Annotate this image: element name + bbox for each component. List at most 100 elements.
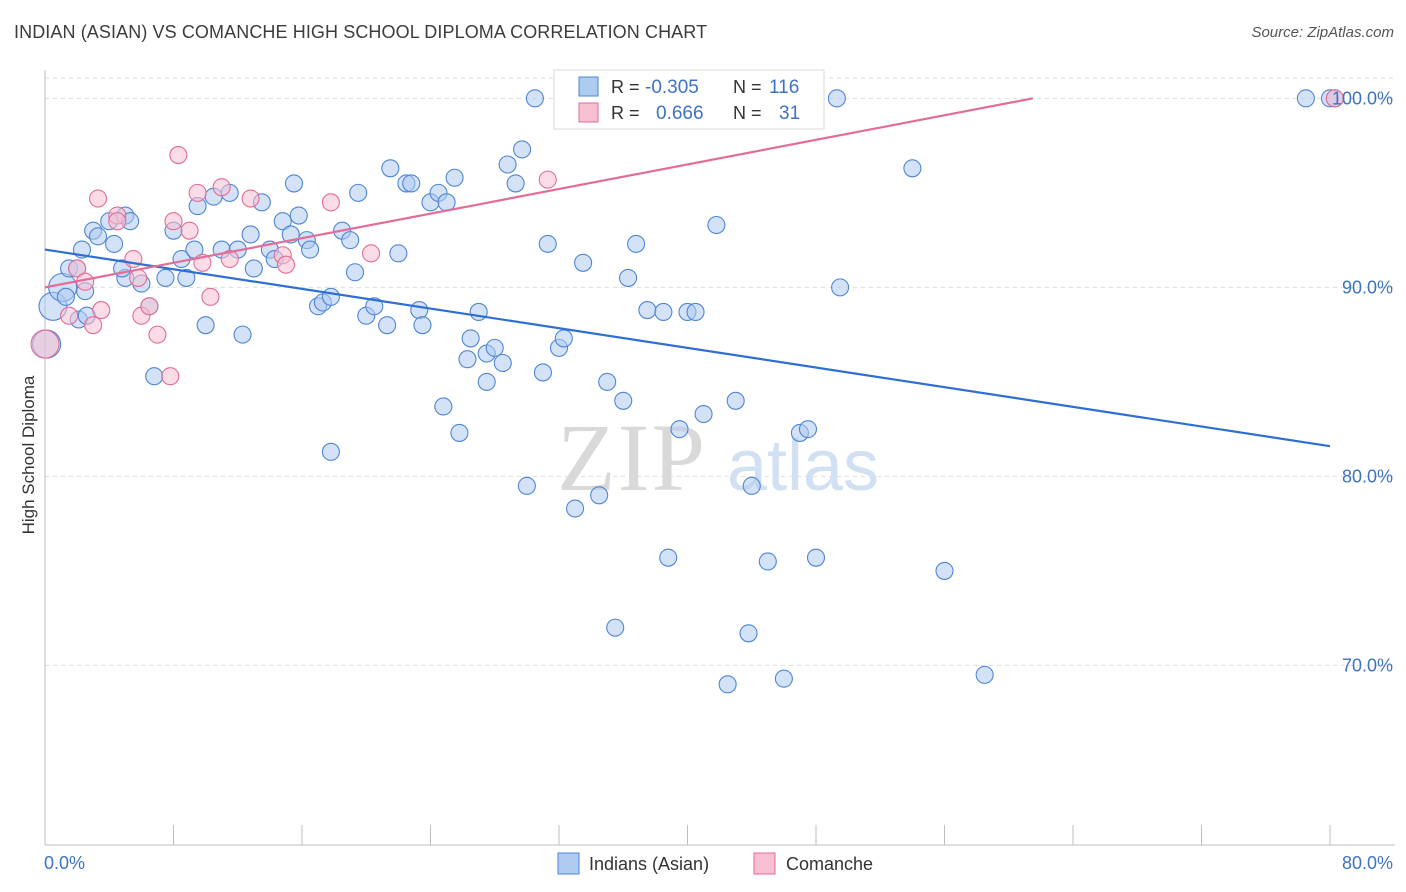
data-point <box>148 325 167 344</box>
data-point <box>694 404 713 424</box>
data-point <box>1296 89 1315 108</box>
data-point <box>445 168 464 187</box>
data-point <box>321 193 340 212</box>
data-point <box>362 244 381 263</box>
data-point <box>598 372 617 391</box>
data-point <box>614 391 633 410</box>
data-point <box>378 316 397 335</box>
data-point <box>156 268 175 287</box>
data-point <box>188 183 207 202</box>
data-point <box>742 476 761 495</box>
stats-legend-swatch-pink <box>578 102 599 123</box>
data-point <box>434 397 453 416</box>
x-tick-labels: 0.0% 80.0% <box>44 853 1393 873</box>
data-point <box>365 297 384 316</box>
data-point <box>180 221 199 240</box>
x-tick-label: 0.0% <box>44 853 85 873</box>
data-point <box>145 367 164 386</box>
stats-n-label: N = <box>733 103 762 123</box>
data-point <box>381 159 400 178</box>
data-point <box>129 268 148 287</box>
data-point <box>806 548 826 567</box>
data-point <box>321 287 340 306</box>
data-point <box>84 316 103 335</box>
data-point <box>345 263 365 282</box>
data-point <box>389 244 408 263</box>
stats-n-label: N = <box>733 77 762 97</box>
data-point <box>341 231 360 250</box>
data-point <box>498 155 517 174</box>
data-point <box>903 159 922 178</box>
data-point <box>92 301 111 320</box>
series-comanche <box>30 89 1344 386</box>
data-point <box>513 140 532 159</box>
data-point <box>140 297 159 316</box>
data-point <box>638 301 657 320</box>
stats-n-value: 116 <box>769 77 799 98</box>
stats-r-label: R = <box>611 77 640 97</box>
data-point <box>606 618 625 637</box>
axes <box>44 70 1395 846</box>
legend-label-indians-asian: Indians (Asian) <box>589 854 709 874</box>
data-point <box>60 306 79 325</box>
data-point <box>774 669 793 688</box>
data-point <box>241 225 260 244</box>
data-point <box>233 325 252 344</box>
data-point <box>450 423 469 442</box>
data-point <box>758 552 777 571</box>
data-point <box>485 338 504 357</box>
legend-swatch-comanche <box>753 852 776 875</box>
data-point <box>108 212 127 231</box>
data-point <box>477 372 496 391</box>
data-point <box>349 183 368 202</box>
data-point <box>654 302 673 322</box>
data-point <box>201 287 220 306</box>
y-tick-label: 90.0% <box>1342 277 1393 297</box>
data-point <box>525 89 544 108</box>
data-point <box>196 316 215 335</box>
data-point <box>659 548 678 567</box>
data-point <box>686 302 705 322</box>
chart-title: INDIAN (ASIAN) VS COMANCHE HIGH SCHOOL D… <box>14 22 708 42</box>
stats-legend-swatch-blue <box>578 76 599 97</box>
data-point <box>533 363 552 382</box>
data-point <box>284 174 304 193</box>
data-point <box>461 329 480 348</box>
data-point <box>566 499 585 518</box>
data-point <box>554 329 573 348</box>
data-point <box>321 442 340 461</box>
y-tick-label: 70.0% <box>1342 655 1393 675</box>
data-point <box>590 486 609 505</box>
stats-r-value: -0.305 <box>645 77 699 98</box>
data-point <box>517 476 536 495</box>
series-indians-asian <box>32 89 1344 694</box>
data-point <box>402 174 421 193</box>
grid-lines <box>45 77 1395 666</box>
y-tick-label: 80.0% <box>1342 466 1393 486</box>
bottom-legend: Indians (Asian) Comanche <box>557 852 873 875</box>
data-point <box>1325 89 1344 108</box>
data-point <box>506 174 525 193</box>
data-point <box>88 189 108 208</box>
legend-label-comanche: Comanche <box>786 854 873 874</box>
data-point <box>212 178 231 197</box>
data-point <box>538 170 557 189</box>
data-point <box>164 212 183 231</box>
data-point <box>30 329 60 359</box>
data-point <box>56 287 75 306</box>
source-label: Source: ZipAtlas.com <box>1251 24 1394 41</box>
data-point <box>458 350 477 369</box>
data-point <box>670 420 689 439</box>
data-point <box>410 301 429 320</box>
data-point <box>619 268 638 287</box>
stats-n-value: 31 <box>779 103 800 124</box>
data-point <box>68 259 87 278</box>
data-point <box>300 240 320 259</box>
data-point <box>827 89 846 108</box>
data-point <box>413 316 432 335</box>
data-point <box>726 391 745 410</box>
data-point <box>831 278 850 297</box>
legend-swatch-indians-asian <box>557 852 580 875</box>
data-point <box>627 234 646 253</box>
